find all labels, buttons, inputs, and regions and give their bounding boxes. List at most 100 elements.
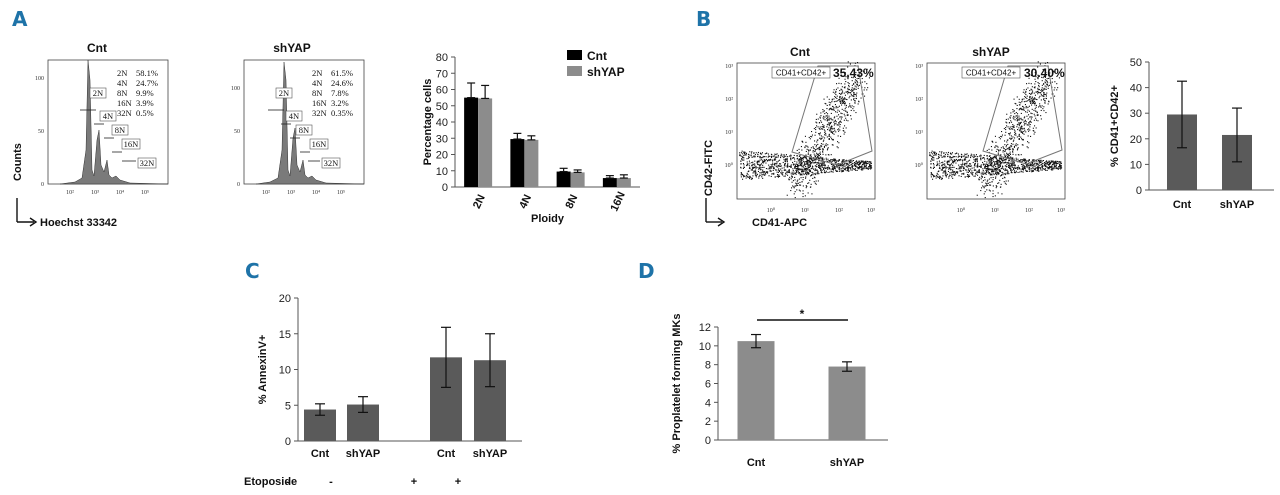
flow-event [1034,108,1036,110]
flow-event [1045,112,1047,114]
flow-event [813,181,815,183]
flow-event [807,161,809,163]
flow-event [833,121,835,123]
flow-event [831,159,833,161]
flow-event [805,187,807,189]
flow-event [983,187,985,189]
flow-event [802,170,804,172]
flow-event [837,124,839,126]
flow-event [1038,160,1040,162]
flow-event [776,166,778,168]
flow-event [834,119,836,121]
flow-event [972,156,974,158]
flow-event [1053,163,1055,165]
flow-event [1019,171,1021,173]
flow-event [793,171,795,173]
flow-event [812,146,814,148]
histogram-shyap-ytick-0: 0 [237,182,240,188]
flow-event [958,175,960,177]
flow-event [1011,137,1013,139]
flow-event [829,123,831,125]
flow-event [1044,93,1046,95]
flow-event [943,156,945,158]
flow-event [841,104,843,106]
flow-event [968,168,970,170]
flow-event [755,167,757,169]
flow-event [754,160,756,162]
flow-event [828,129,830,131]
flow-event [839,101,841,103]
flow-event [1060,163,1062,165]
flow-event [1001,159,1003,161]
flow-event [823,168,825,170]
y-tick-label: 5 [285,400,291,412]
flow-event [851,105,853,107]
histogram-shyap-ytick-1: 50 [234,129,240,135]
flow-event [849,167,851,169]
flow-event [944,170,946,172]
flow-event [1034,86,1036,88]
flow-event [1001,193,1003,195]
flow-event [1035,167,1037,169]
flow-event [1010,146,1012,148]
flow-event [942,167,944,169]
legend-swatch-shyap [567,66,582,76]
flow-event [856,161,858,163]
flow-cnt-gate-polygon [791,65,873,166]
flow-event [821,158,823,160]
flow-event [784,163,786,165]
flow-event [1007,153,1009,155]
flow-event [809,169,811,171]
flow-event [770,153,772,155]
flow-event [1004,140,1006,142]
flow-event [831,126,833,128]
flow-event [1053,162,1055,164]
flow-shyap-gate-polygon [982,65,1063,165]
flow-event [823,118,825,120]
flow-event [804,195,806,197]
flow-event [1058,166,1060,168]
flow-event [939,175,941,177]
legend-label-cnt: Cnt [587,49,607,63]
flow-event [827,158,829,160]
flow-event [754,171,756,173]
flow-event [1037,93,1039,95]
flow-event [751,177,753,179]
flow-event [807,149,809,151]
flow-event [794,166,796,168]
flow-event [1053,161,1055,163]
flow-event [1046,161,1048,163]
flow-event [830,154,832,156]
flow-event [964,176,966,178]
flow-event [799,155,801,157]
flow-event [823,146,825,148]
flow-event [946,162,948,164]
flow-event [850,118,852,120]
flow-event [847,77,849,79]
flow-event [1013,164,1015,166]
flow-event [773,166,775,168]
flow-event [789,176,791,178]
flow-event [1025,90,1027,92]
hist-shyap-row-2-ploidy: 8N [312,88,322,98]
flow-event [822,140,824,142]
flow-event [793,186,795,188]
flow-event [755,152,757,154]
flow-event [1002,174,1004,176]
flow-event [997,164,999,166]
flow-event [853,87,855,89]
flow-event [989,162,991,164]
flow-event [968,165,970,167]
flow-event [780,157,782,159]
flow-event [1022,128,1024,130]
flow-event [805,166,807,168]
flow-event [801,174,803,176]
flow-event [740,174,742,176]
flow-event [1000,174,1002,176]
flow-event [951,161,953,163]
flow-event [1041,87,1043,89]
flow-event [785,161,787,163]
flow-event [940,155,942,157]
flow-event [778,165,780,167]
flow-event [1001,165,1003,167]
